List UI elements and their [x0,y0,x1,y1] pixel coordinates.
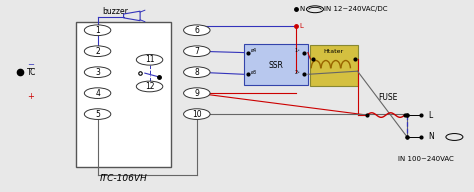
Circle shape [137,55,163,65]
Text: 1◦: 1◦ [295,48,301,53]
Text: L: L [428,111,433,120]
Text: 1: 1 [95,26,100,35]
Circle shape [84,25,111,36]
Text: N: N [300,6,305,12]
Text: ø3: ø3 [251,70,257,74]
Circle shape [84,46,111,56]
Bar [310,45,357,85]
Circle shape [183,46,210,56]
Text: IN 100~240VAC: IN 100~240VAC [398,156,454,162]
Circle shape [183,109,210,119]
Text: Htater: Htater [324,49,344,54]
Text: ø4: ø4 [251,48,257,53]
Text: 12: 12 [145,82,155,91]
Text: 2: 2 [95,47,100,56]
Text: IN 12~240VAC/DC: IN 12~240VAC/DC [324,6,388,12]
Text: 2◦: 2◦ [295,70,301,74]
Circle shape [137,81,163,92]
Bar [244,44,308,84]
Circle shape [183,88,210,98]
Text: SSR: SSR [269,61,283,70]
Text: −: − [27,60,34,69]
Circle shape [84,109,111,119]
Circle shape [183,25,210,36]
Text: N: N [428,132,434,142]
Text: 7: 7 [194,47,199,56]
Text: FUSE: FUSE [379,93,398,102]
Text: buzzer: buzzer [102,7,128,16]
Circle shape [84,67,111,78]
Text: 4: 4 [95,89,100,98]
Text: +: + [27,93,34,101]
Circle shape [183,67,210,78]
Text: 8: 8 [194,68,199,77]
Text: 9: 9 [194,89,199,98]
Text: 5: 5 [95,110,100,119]
Circle shape [84,88,111,98]
Text: 3: 3 [95,68,100,77]
Text: 11: 11 [145,55,155,64]
Text: 6: 6 [194,26,199,35]
Text: L: L [300,23,304,29]
Text: 10: 10 [192,110,201,119]
Text: TC: TC [27,68,36,77]
Text: ITC-106VH: ITC-106VH [100,174,147,183]
Bar [76,22,171,166]
